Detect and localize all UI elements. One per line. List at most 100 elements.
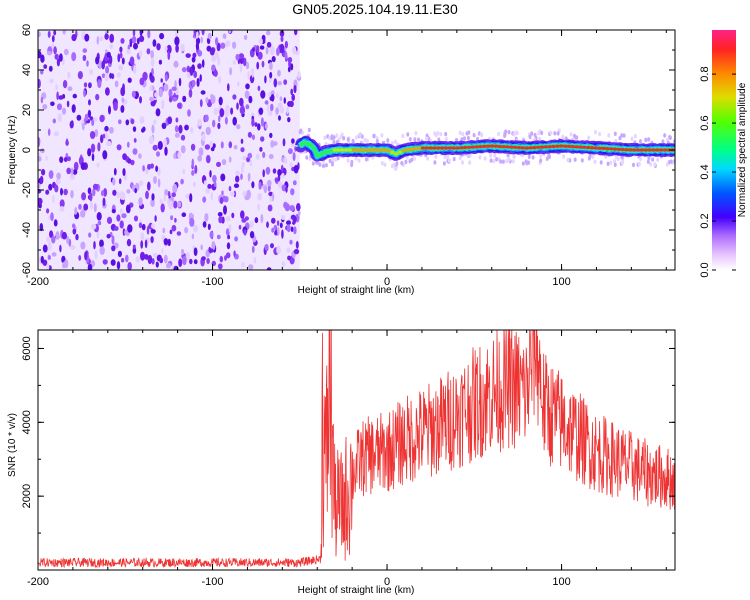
ridge-halo [390,164,394,169]
noise-blob [158,88,163,98]
ridge-halo [646,159,650,164]
noise-blob [101,73,106,78]
noise-blob [69,173,75,180]
noise-blob [200,244,203,251]
noise-blob [89,131,96,139]
noise-blob [120,38,125,44]
ridge-halo [458,155,462,161]
noise-blob [189,193,193,203]
noise-blob [262,169,266,178]
noise-blob [241,161,245,168]
noise-blob [240,210,245,219]
ridge-halo [668,135,672,140]
noise-blob [112,189,117,196]
noise-blob [220,141,224,149]
noise-blob [138,197,143,206]
ridge-halo [447,158,451,163]
noise-blob [86,60,89,67]
ridge-halo [366,138,369,144]
noise-blob [69,120,74,129]
noise-blob [82,122,85,131]
noise-blob [80,210,84,218]
noise-blob [238,224,242,230]
ridge-halo [311,161,315,166]
noise-blob [147,30,151,39]
ridge-peak [539,145,545,149]
noise-blob [213,69,218,77]
noise-blob [132,148,138,155]
noise-blob [269,71,273,79]
ridge-halo [633,134,637,139]
noise-blob [289,239,293,245]
colorbar-tick-label: 0.8 [699,66,711,81]
noise-blob [139,77,145,86]
ridge-halo [401,133,405,139]
noise-blob [184,226,189,234]
ridge-halo [521,161,525,166]
noise-blob [55,84,58,91]
ridge-halo [505,158,509,164]
noise-blob [138,50,143,58]
noise-blob [97,79,102,89]
noise-blob [290,214,296,220]
noise-blob [66,100,70,108]
noise-blob [66,235,70,244]
noise-blob [224,196,229,203]
noise-blob [205,97,209,104]
noise-blob [184,124,189,131]
ridge-halo [639,139,642,144]
noise-blob [58,95,64,100]
noise-blob [292,180,297,186]
noise-blob [264,123,268,129]
noise-blob [47,255,51,260]
noise-blob [120,105,125,113]
y-tick-label: 2000 [21,484,33,508]
ridge-peak [647,148,652,152]
noise-blob [84,33,90,42]
noise-blob [160,78,163,83]
noise-blob [284,51,288,60]
noise-blob [191,158,195,168]
noise-blob [254,217,259,224]
x-tick-label: -100 [202,276,224,288]
ridge-halo [539,158,543,163]
ridge-halo [383,162,387,167]
ridge-halo [413,137,417,142]
noise-blob [258,107,264,115]
noise-blob [202,196,207,203]
noise-blob [185,251,190,261]
noise-blob [235,53,240,61]
ridge-halo [489,158,493,163]
noise-blob [102,150,108,160]
noise-blob [125,119,130,126]
noise-blob [180,134,186,141]
noise-blob [119,208,123,215]
noise-blob [46,50,52,56]
ridge-halo [561,134,565,140]
noise-blob [232,41,237,49]
noise-blob [56,178,61,185]
noise-blob [272,141,278,146]
noise-blob [190,143,196,151]
ridge-halo [537,130,541,136]
noise-blob [264,75,267,84]
noise-blob [124,229,128,236]
ridge-halo [573,133,576,139]
noise-blob [252,47,255,52]
noise-blob [121,97,125,103]
noise-blob [260,117,264,127]
noise-blob [87,148,92,157]
noise-blob [180,43,185,52]
noise-blob [192,224,198,233]
noise-blob [219,108,225,118]
noise-blob [266,221,269,228]
noise-blob [277,169,282,176]
ridge-peak [351,148,357,152]
spectrogram-y-axis-label: Frequency (Hz) [7,116,18,185]
noise-blob [119,46,123,53]
noise-blob [146,48,151,55]
noise-blob [139,35,145,43]
noise-blob [210,191,213,201]
noise-blob [185,193,191,199]
noise-blob [185,53,191,58]
